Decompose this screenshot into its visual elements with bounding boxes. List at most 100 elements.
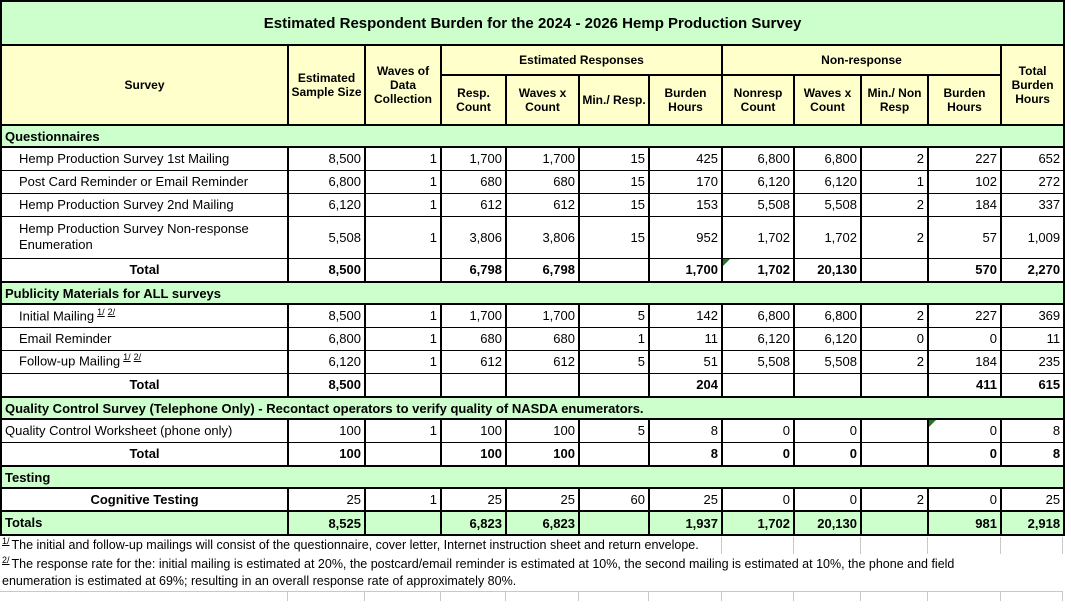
value-cell[interactable]: 6,120 <box>287 349 366 374</box>
value-cell[interactable]: 615 <box>999 372 1066 398</box>
value-cell[interactable]: 235 <box>999 349 1066 374</box>
value-cell[interactable]: 0 <box>927 418 1002 443</box>
col-header-survey[interactable]: Survey <box>0 44 289 126</box>
value-cell[interactable]: 6,120 <box>721 169 795 194</box>
value-cell[interactable]: 15 <box>578 215 650 259</box>
col-header-nr-waves-x-count[interactable]: Waves x Count <box>793 74 862 126</box>
value-cell[interactable]: 100 <box>440 418 507 443</box>
col-header-total-burden[interactable]: Total Burden Hours <box>999 44 1066 126</box>
value-cell[interactable]: 100 <box>440 441 507 467</box>
value-cell[interactable]: 142 <box>648 303 723 328</box>
col-header-min-non-resp[interactable]: Min./ Non Resp <box>860 74 929 126</box>
value-cell[interactable] <box>721 372 795 398</box>
value-cell[interactable]: 0 <box>793 487 862 512</box>
value-cell[interactable]: 2 <box>860 215 929 259</box>
value-cell[interactable]: 1,702 <box>721 257 795 283</box>
value-cell[interactable]: 1,700 <box>440 303 507 328</box>
value-cell[interactable]: 2 <box>860 146 929 171</box>
value-cell[interactable]: 0 <box>860 326 929 351</box>
value-cell[interactable]: 8 <box>999 418 1066 443</box>
value-cell[interactable]: 5 <box>578 303 650 328</box>
value-cell[interactable]: 0 <box>721 487 795 512</box>
value-cell[interactable]: 11 <box>648 326 723 351</box>
value-cell[interactable]: 227 <box>927 146 1002 171</box>
value-cell[interactable]: 2 <box>860 192 929 217</box>
value-cell[interactable]: 612 <box>505 192 580 217</box>
value-cell[interactable]: 612 <box>440 349 507 374</box>
survey-label-cell[interactable]: Follow-up Mailing 1/2/ <box>0 349 289 374</box>
value-cell[interactable]: 227 <box>927 303 1002 328</box>
value-cell[interactable]: 2,918 <box>999 510 1066 536</box>
value-cell[interactable]: 25 <box>999 487 1066 512</box>
value-cell[interactable]: 15 <box>578 146 650 171</box>
value-cell[interactable] <box>505 372 580 398</box>
value-cell[interactable]: 8,500 <box>287 372 366 398</box>
col-header-nr-burden-hours[interactable]: Burden Hours <box>927 74 1002 126</box>
value-cell[interactable]: 612 <box>505 349 580 374</box>
value-cell[interactable]: 6,823 <box>440 510 507 536</box>
value-cell[interactable]: 51 <box>648 349 723 374</box>
value-cell[interactable]: 20,130 <box>793 257 862 283</box>
survey-label-cell[interactable]: Totals <box>0 510 289 536</box>
value-cell[interactable] <box>793 372 862 398</box>
value-cell[interactable]: 1 <box>364 349 442 374</box>
value-cell[interactable] <box>578 257 650 283</box>
value-cell[interactable]: 25 <box>505 487 580 512</box>
value-cell[interactable]: 5,508 <box>721 192 795 217</box>
col-header-nonresp-count[interactable]: Nonresp Count <box>721 74 795 126</box>
col-header-waves-x-count[interactable]: Waves x Count <box>505 74 580 126</box>
value-cell[interactable]: 680 <box>505 326 580 351</box>
value-cell[interactable]: 100 <box>287 418 366 443</box>
survey-label-cell[interactable]: Email Reminder <box>0 326 289 351</box>
value-cell[interactable] <box>860 441 929 467</box>
value-cell[interactable] <box>364 441 442 467</box>
value-cell[interactable]: 612 <box>440 192 507 217</box>
value-cell[interactable]: 1,700 <box>505 146 580 171</box>
value-cell[interactable]: 411 <box>927 372 1002 398</box>
survey-label-cell[interactable]: Hemp Production Survey 1st Mailing <box>0 146 289 171</box>
group-header-non-response[interactable]: Non-response <box>721 44 1002 76</box>
value-cell[interactable]: 425 <box>648 146 723 171</box>
value-cell[interactable]: 102 <box>927 169 1002 194</box>
value-cell[interactable]: 652 <box>999 146 1066 171</box>
value-cell[interactable]: 337 <box>999 192 1066 217</box>
value-cell[interactable]: 6,798 <box>505 257 580 283</box>
value-cell[interactable]: 1,937 <box>648 510 723 536</box>
col-header-min-resp[interactable]: Min./ Resp. <box>578 74 650 126</box>
value-cell[interactable]: 0 <box>721 418 795 443</box>
value-cell[interactable]: 981 <box>927 510 1002 536</box>
col-header-resp-count[interactable]: Resp. Count <box>440 74 507 126</box>
value-cell[interactable]: 0 <box>793 418 862 443</box>
value-cell[interactable] <box>860 418 929 443</box>
value-cell[interactable]: 6,800 <box>721 303 795 328</box>
value-cell[interactable]: 5,508 <box>793 192 862 217</box>
value-cell[interactable]: 100 <box>505 441 580 467</box>
value-cell[interactable]: 1,702 <box>721 510 795 536</box>
section-header[interactable]: Quality Control Survey (Telephone Only) … <box>0 396 1066 420</box>
value-cell[interactable]: 6,120 <box>793 326 862 351</box>
section-header[interactable]: Publicity Materials for ALL surveys <box>0 281 1066 305</box>
survey-label-cell[interactable]: Total <box>0 257 289 283</box>
value-cell[interactable]: 0 <box>721 441 795 467</box>
value-cell[interactable]: 369 <box>999 303 1066 328</box>
value-cell[interactable]: 5,508 <box>721 349 795 374</box>
value-cell[interactable]: 1,700 <box>440 146 507 171</box>
value-cell[interactable]: 1 <box>364 326 442 351</box>
value-cell[interactable]: 25 <box>648 487 723 512</box>
value-cell[interactable]: 100 <box>505 418 580 443</box>
value-cell[interactable]: 3,806 <box>505 215 580 259</box>
value-cell[interactable] <box>364 372 442 398</box>
value-cell[interactable]: 5,508 <box>287 215 366 259</box>
value-cell[interactable]: 1 <box>364 146 442 171</box>
value-cell[interactable]: 6,120 <box>793 169 862 194</box>
value-cell[interactable]: 3,806 <box>440 215 507 259</box>
value-cell[interactable]: 11 <box>999 326 1066 351</box>
value-cell[interactable]: 1 <box>364 215 442 259</box>
value-cell[interactable]: 1,009 <box>999 215 1066 259</box>
value-cell[interactable]: 15 <box>578 192 650 217</box>
value-cell[interactable]: 1,700 <box>505 303 580 328</box>
survey-label-cell[interactable]: Cognitive Testing <box>0 487 289 512</box>
value-cell[interactable]: 204 <box>648 372 723 398</box>
value-cell[interactable]: 1 <box>364 303 442 328</box>
value-cell[interactable]: 8 <box>999 441 1066 467</box>
